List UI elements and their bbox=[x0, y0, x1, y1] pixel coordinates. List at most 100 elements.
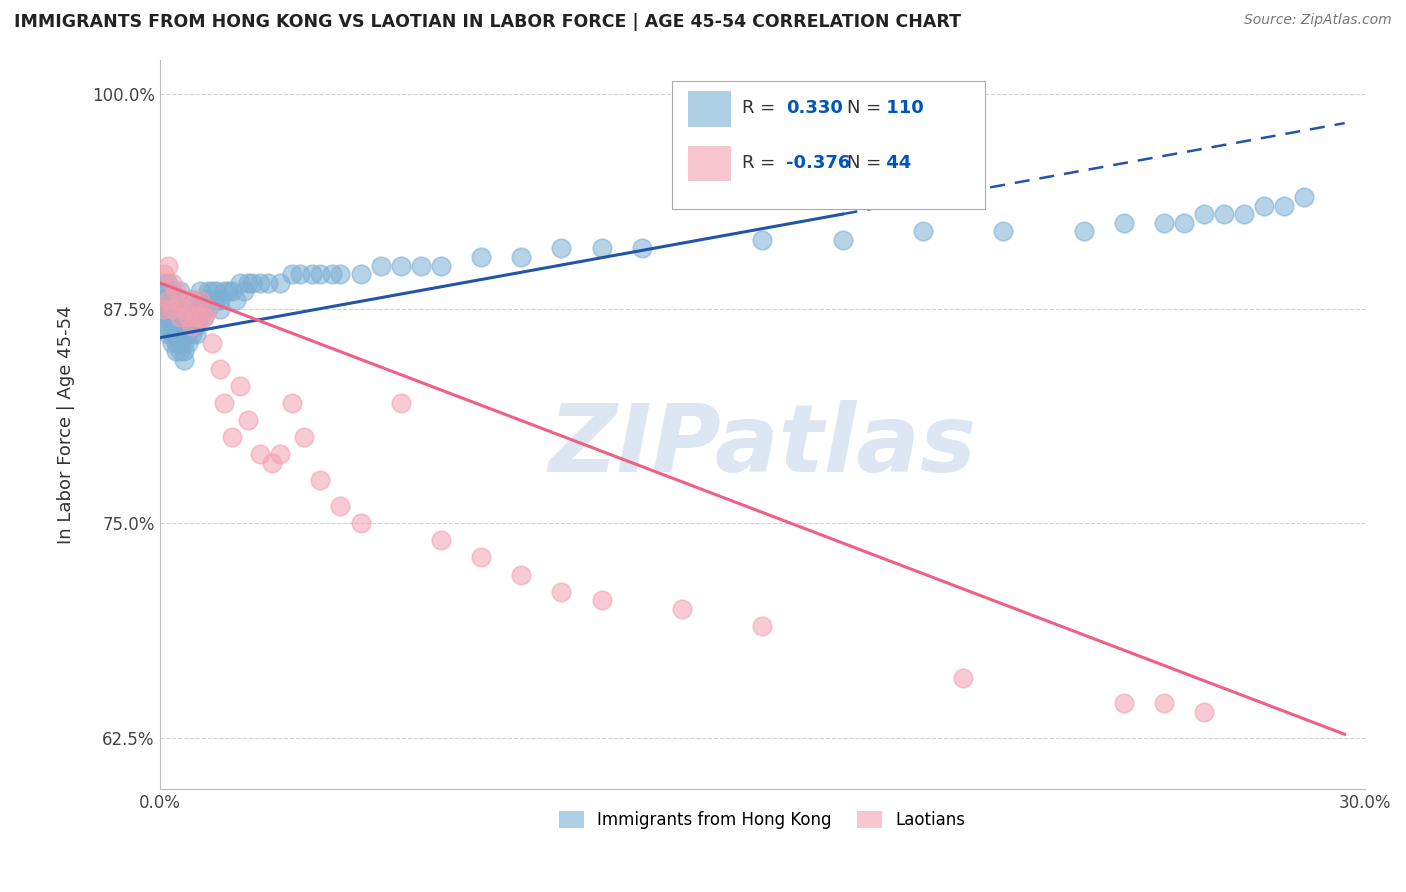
Point bbox=[152, 276, 174, 290]
Point bbox=[180, 327, 202, 342]
Point bbox=[201, 293, 224, 307]
Text: N =: N = bbox=[846, 154, 880, 172]
Point bbox=[309, 267, 332, 281]
Text: IMMIGRANTS FROM HONG KONG VS LAOTIAN IN LABOR FORCE | AGE 45-54 CORRELATION CHAR: IMMIGRANTS FROM HONG KONG VS LAOTIAN IN … bbox=[14, 13, 962, 31]
Point bbox=[177, 327, 200, 342]
Point bbox=[349, 267, 371, 281]
Point bbox=[309, 473, 332, 487]
Point bbox=[221, 285, 243, 299]
Point bbox=[160, 310, 183, 325]
Point bbox=[281, 267, 304, 281]
Point bbox=[1153, 697, 1175, 711]
Point bbox=[160, 285, 183, 299]
Point bbox=[156, 310, 179, 325]
Point bbox=[173, 318, 195, 333]
Point bbox=[169, 344, 191, 359]
Point bbox=[197, 285, 219, 299]
Y-axis label: In Labor Force | Age 45-54: In Labor Force | Age 45-54 bbox=[58, 305, 75, 544]
Point bbox=[281, 396, 304, 410]
Point bbox=[188, 310, 211, 325]
Point bbox=[591, 242, 613, 256]
Point bbox=[197, 301, 219, 316]
Point bbox=[169, 335, 191, 350]
Point bbox=[208, 301, 231, 316]
Point bbox=[165, 327, 187, 342]
Point bbox=[1192, 207, 1215, 221]
Point bbox=[236, 276, 259, 290]
Text: Source: ZipAtlas.com: Source: ZipAtlas.com bbox=[1244, 13, 1392, 28]
Point bbox=[229, 276, 252, 290]
Point bbox=[152, 267, 174, 281]
Point bbox=[470, 250, 492, 264]
Point bbox=[156, 301, 179, 316]
Point bbox=[993, 224, 1015, 238]
Point bbox=[160, 276, 183, 290]
Point bbox=[156, 276, 179, 290]
Point bbox=[290, 267, 312, 281]
Point bbox=[389, 259, 412, 273]
Point bbox=[180, 318, 202, 333]
Point bbox=[156, 293, 179, 307]
Point bbox=[188, 310, 211, 325]
Point bbox=[173, 335, 195, 350]
Point bbox=[169, 310, 191, 325]
Point bbox=[301, 267, 323, 281]
Point bbox=[160, 327, 183, 342]
Point bbox=[188, 293, 211, 307]
Point bbox=[370, 259, 392, 273]
Text: 0.330: 0.330 bbox=[786, 100, 844, 118]
Point bbox=[169, 327, 191, 342]
Point bbox=[156, 318, 179, 333]
Point bbox=[1294, 190, 1316, 204]
Point bbox=[193, 310, 215, 325]
Point bbox=[212, 396, 235, 410]
Point bbox=[169, 310, 191, 325]
Point bbox=[671, 602, 693, 616]
Point bbox=[1173, 216, 1195, 230]
Point bbox=[1253, 198, 1275, 212]
Text: 44: 44 bbox=[880, 154, 911, 172]
Point bbox=[470, 550, 492, 565]
Point bbox=[205, 285, 228, 299]
Point bbox=[188, 301, 211, 316]
Point bbox=[269, 276, 291, 290]
Point bbox=[156, 259, 179, 273]
Point bbox=[177, 310, 200, 325]
Point bbox=[173, 301, 195, 316]
Point bbox=[510, 250, 533, 264]
Point bbox=[1213, 207, 1236, 221]
Point bbox=[165, 335, 187, 350]
Text: ZIPatlas: ZIPatlas bbox=[548, 401, 976, 492]
Point bbox=[329, 499, 352, 513]
Point bbox=[188, 293, 211, 307]
Point bbox=[180, 293, 202, 307]
Point bbox=[201, 335, 224, 350]
Point bbox=[156, 301, 179, 316]
Point bbox=[430, 533, 453, 548]
Point bbox=[389, 396, 412, 410]
Point bbox=[550, 242, 572, 256]
Point bbox=[180, 310, 202, 325]
FancyBboxPatch shape bbox=[688, 91, 731, 127]
Point bbox=[1274, 198, 1296, 212]
Text: R =: R = bbox=[742, 100, 780, 118]
Point bbox=[630, 242, 652, 256]
Point bbox=[152, 293, 174, 307]
Point bbox=[160, 293, 183, 307]
Point bbox=[177, 310, 200, 325]
Point bbox=[180, 293, 202, 307]
Point bbox=[160, 318, 183, 333]
Point bbox=[165, 285, 187, 299]
Point bbox=[160, 335, 183, 350]
Point bbox=[229, 378, 252, 392]
Point bbox=[321, 267, 343, 281]
Point bbox=[177, 318, 200, 333]
Point bbox=[751, 233, 773, 247]
Point bbox=[240, 276, 263, 290]
Point bbox=[221, 430, 243, 444]
Text: N =: N = bbox=[846, 100, 880, 118]
Point bbox=[160, 301, 183, 316]
Legend: Immigrants from Hong Kong, Laotians: Immigrants from Hong Kong, Laotians bbox=[553, 804, 972, 836]
Point bbox=[193, 310, 215, 325]
Point bbox=[201, 285, 224, 299]
